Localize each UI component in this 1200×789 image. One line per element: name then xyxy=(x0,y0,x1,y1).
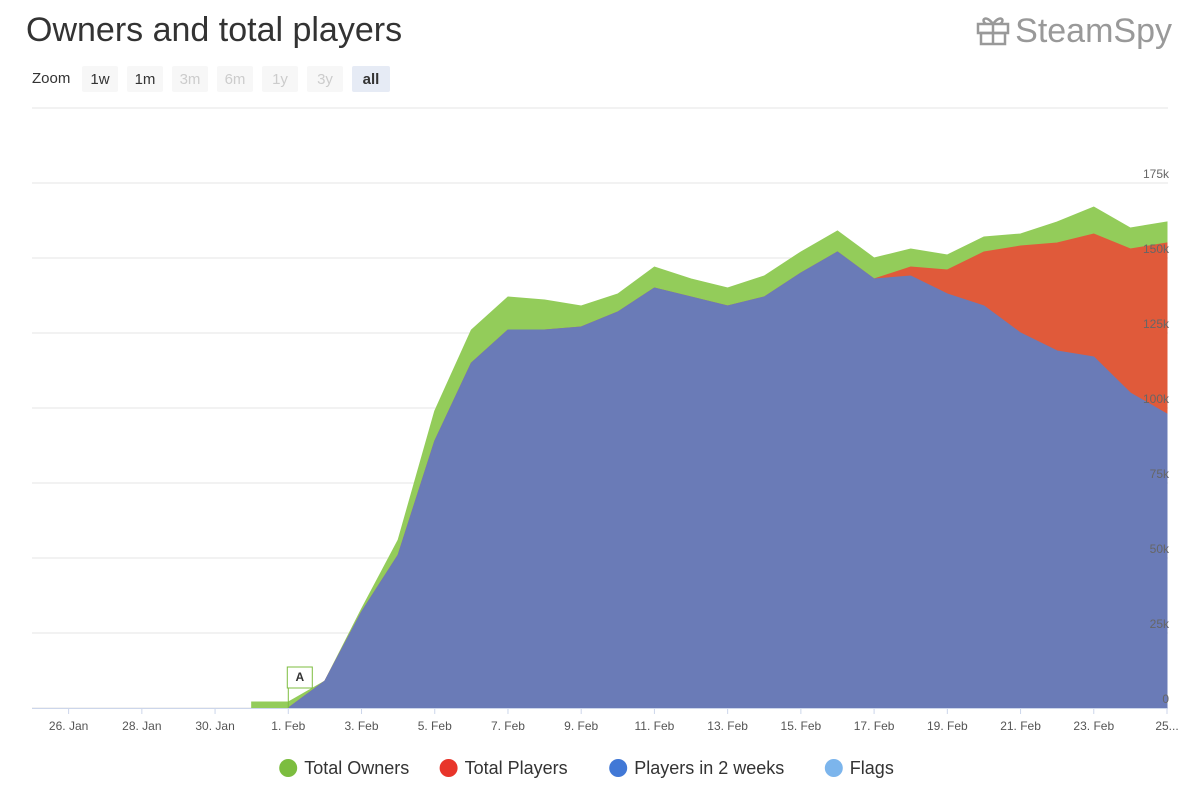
x-tick-label: 5. Feb xyxy=(418,719,452,733)
x-tick-label: 26. Jan xyxy=(49,719,88,733)
y-tick-label: 150k xyxy=(1143,242,1170,256)
zoom-button[interactable] xyxy=(82,66,118,92)
zoom-button-label: 3y xyxy=(317,71,333,88)
legend-symbol[interactable] xyxy=(439,759,458,777)
x-tick-label: 21. Feb xyxy=(1000,719,1041,733)
logo-icon xyxy=(976,17,1010,46)
legend-symbol[interactable] xyxy=(824,759,843,777)
y-tick-label: 0 xyxy=(1162,692,1169,706)
y-tick-label: 100k xyxy=(1143,392,1170,406)
legend-symbol[interactable] xyxy=(279,759,298,777)
zoom-button[interactable] xyxy=(352,66,390,92)
x-tick-label: 28. Jan xyxy=(122,719,161,733)
x-tick-label: 1. Feb xyxy=(271,719,305,733)
y-tick-label: 25k xyxy=(1150,617,1170,631)
legend-label[interactable]: Players in 2 weeks xyxy=(634,758,784,778)
x-tick-label: 7. Feb xyxy=(491,719,525,733)
x-tick-label: 19. Feb xyxy=(927,719,968,733)
flag-label: A xyxy=(295,670,304,684)
flag xyxy=(286,666,313,689)
zoom-button-label[interactable]: 1w xyxy=(90,71,109,88)
zoom-label: Zoom xyxy=(32,70,70,87)
legend-label[interactable]: Total Owners xyxy=(304,758,409,778)
x-tick-label: 11. Feb xyxy=(635,719,675,733)
zoom-button xyxy=(262,66,298,92)
y-tick-label: 175k xyxy=(1143,167,1170,181)
zoom-button[interactable] xyxy=(127,66,163,92)
x-tick-label: 9. Feb xyxy=(564,719,598,733)
x-tick-label: 13. Feb xyxy=(707,719,748,733)
logo-text: SteamSpy xyxy=(1015,12,1172,50)
x-tick-label: 25... xyxy=(1155,719,1178,733)
x-tick-label: 23. Feb xyxy=(1073,719,1114,733)
x-tick-label: 17. Feb xyxy=(854,719,895,733)
x-tick-label: 30. Jan xyxy=(195,719,234,733)
y-tick-label: 50k xyxy=(1150,542,1170,556)
legend-label[interactable]: Total Players xyxy=(465,758,568,778)
y-tick-label: 125k xyxy=(1143,317,1170,331)
zoom-button-label: 6m xyxy=(225,71,246,88)
zoom-button xyxy=(217,66,253,92)
legend-symbol[interactable] xyxy=(609,759,628,777)
chart-title: Owners and total players xyxy=(26,11,402,49)
x-tick-label: 3. Feb xyxy=(345,719,379,733)
zoom-button-label[interactable]: all xyxy=(363,71,380,88)
x-tick-label: 15. Feb xyxy=(781,719,822,733)
zoom-button-label: 3m xyxy=(180,71,201,88)
zoom-button xyxy=(172,66,208,92)
zoom-button-label[interactable]: 1m xyxy=(135,71,156,88)
legend-label[interactable]: Flags xyxy=(850,758,894,778)
zoom-button xyxy=(307,66,343,92)
zoom-button-label: 1y xyxy=(272,71,288,88)
y-tick-label: 75k xyxy=(1150,467,1170,481)
area xyxy=(286,251,1168,709)
